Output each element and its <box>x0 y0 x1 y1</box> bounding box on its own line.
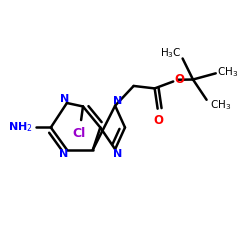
Text: N: N <box>113 96 122 106</box>
Text: CH$_3$: CH$_3$ <box>217 65 238 79</box>
Text: NH$_2$: NH$_2$ <box>8 120 32 134</box>
Text: N: N <box>59 149 69 159</box>
Text: O: O <box>153 114 163 127</box>
Text: CH$_3$: CH$_3$ <box>210 98 231 112</box>
Text: N: N <box>113 149 122 159</box>
Text: O: O <box>174 72 184 86</box>
Text: Cl: Cl <box>73 127 86 140</box>
Text: H$_3$C: H$_3$C <box>160 46 182 60</box>
Text: N: N <box>60 94 69 104</box>
